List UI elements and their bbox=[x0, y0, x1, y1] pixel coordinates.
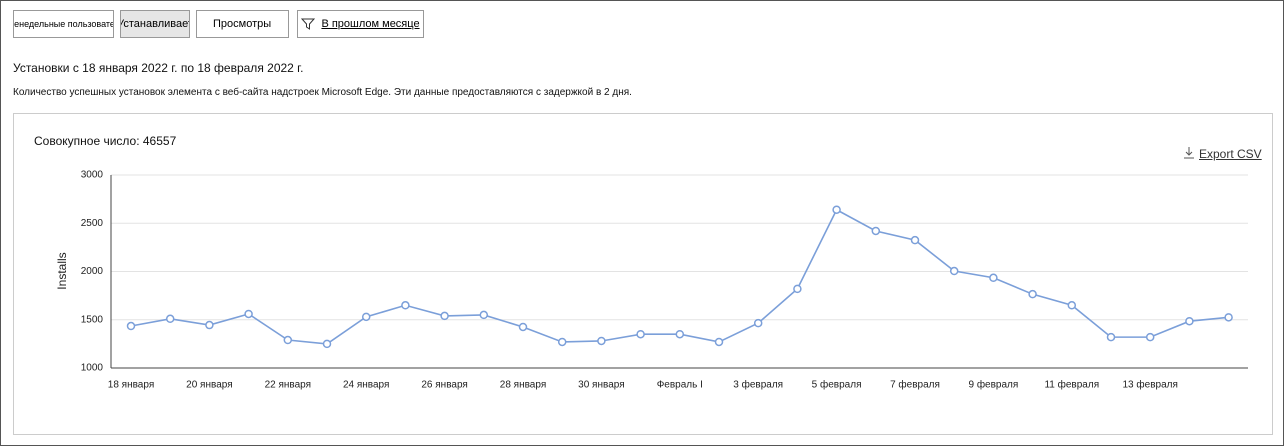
data-point bbox=[1185, 316, 1194, 326]
data-point bbox=[557, 337, 567, 347]
download-icon bbox=[1184, 147, 1194, 159]
export-csv[interactable]: Export CSV bbox=[1183, 147, 1262, 161]
x-tick-label: 24 января bbox=[343, 380, 389, 391]
description: Количество успешных установок элемента с… bbox=[13, 87, 632, 98]
data-point bbox=[244, 309, 253, 319]
data-point bbox=[440, 311, 449, 321]
y-axis-label: Installs bbox=[55, 252, 69, 289]
data-point bbox=[479, 310, 489, 320]
filter-icon bbox=[301, 18, 316, 30]
data-point bbox=[714, 337, 724, 347]
x-tick-label: 22 января bbox=[265, 380, 311, 391]
x-tick-label: 5 февраля bbox=[812, 379, 862, 391]
data-point bbox=[753, 318, 763, 328]
data-point bbox=[1145, 332, 1155, 342]
data-line bbox=[130, 208, 1229, 345]
data-point bbox=[910, 235, 920, 245]
x-tick-label: 11 февраля bbox=[1044, 379, 1099, 391]
x-tick-label: 3 февраля bbox=[733, 379, 783, 391]
y-tick-label: 2500 bbox=[81, 218, 104, 229]
export-label: Export CSV bbox=[1199, 147, 1262, 161]
x-tick-label: 7 февраля bbox=[890, 379, 940, 391]
y-tick-label: 1000 bbox=[81, 363, 104, 374]
tab[interactable]: Просмотры bbox=[196, 10, 289, 38]
data-point bbox=[361, 312, 371, 322]
x-tick-label: 26 января bbox=[421, 380, 467, 391]
data-point bbox=[1224, 313, 1233, 322]
data-point bbox=[597, 336, 606, 346]
data-point bbox=[283, 335, 293, 345]
x-tick-label: 13 февраля bbox=[1123, 379, 1178, 391]
x-tick-label: 28 января bbox=[500, 380, 546, 391]
data-point bbox=[1106, 332, 1116, 342]
chart-panel bbox=[13, 113, 1273, 435]
data-point bbox=[165, 314, 175, 324]
data-point bbox=[989, 273, 998, 283]
filter-label: В прошлом месяце bbox=[321, 18, 420, 30]
data-point bbox=[205, 320, 214, 330]
x-tick-label: 20 января bbox=[186, 380, 232, 391]
data-point bbox=[518, 322, 528, 332]
data-point bbox=[832, 205, 841, 214]
data-point bbox=[401, 301, 410, 310]
data-point bbox=[636, 329, 645, 339]
data-point bbox=[126, 321, 136, 331]
y-tick-label: 3000 bbox=[81, 170, 104, 181]
data-point bbox=[675, 329, 685, 339]
y-tick-label: 1500 bbox=[81, 314, 104, 325]
tab-selected[interactable]: Устанавливает bbox=[120, 10, 190, 38]
y-tick-label: 2000 bbox=[81, 266, 104, 277]
data-point bbox=[871, 226, 881, 236]
x-tick-label: 30 января bbox=[578, 380, 624, 391]
tab[interactable]: Еженедельные пользователи bbox=[13, 10, 114, 38]
data-point bbox=[322, 339, 332, 349]
total: Совокупное число: 46557 bbox=[34, 134, 177, 148]
x-tick-label: 9 февраля bbox=[968, 379, 1018, 391]
data-point bbox=[1067, 301, 1077, 310]
data-point bbox=[1028, 289, 1037, 299]
data-point bbox=[793, 284, 802, 294]
data-point bbox=[949, 266, 959, 276]
x-tick-label: Февраль I bbox=[657, 380, 703, 391]
filter-button[interactable]: В прошлом месяце bbox=[297, 10, 424, 38]
heading: Установки с 18 января 2022 г. по 18 февр… bbox=[13, 61, 304, 75]
x-tick-label: 18 января bbox=[108, 380, 154, 391]
